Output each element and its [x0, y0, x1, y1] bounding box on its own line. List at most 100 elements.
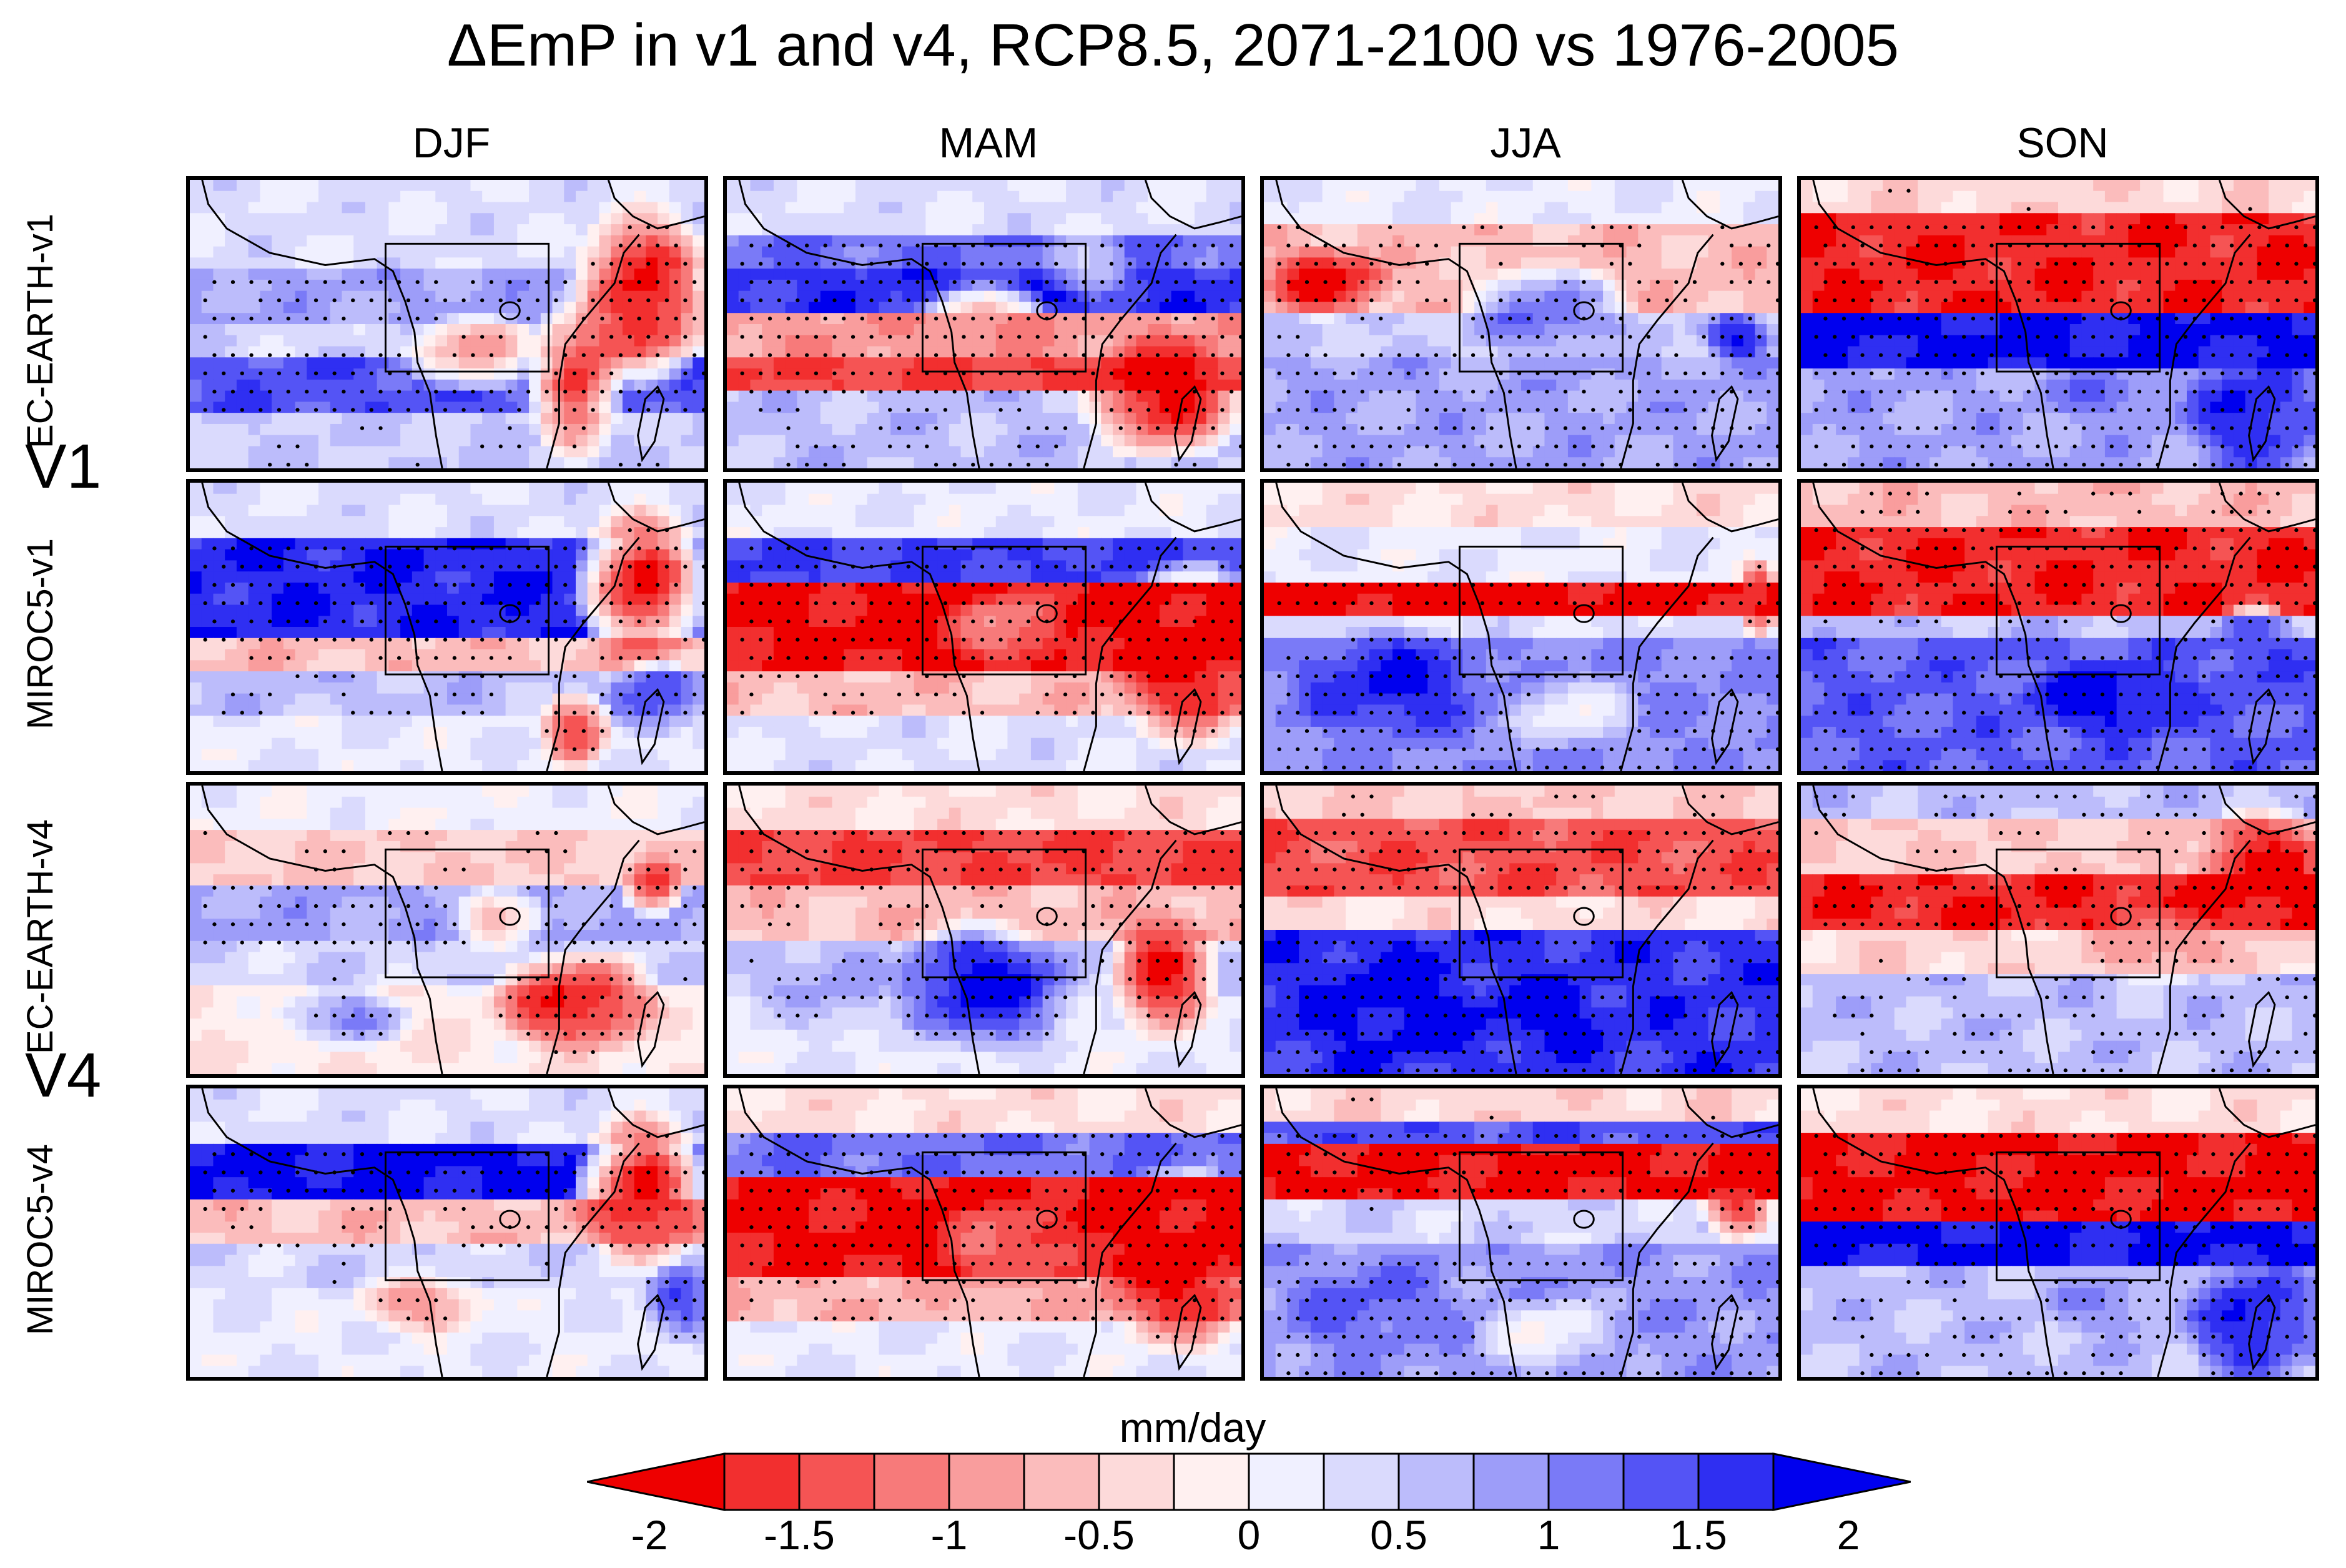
map-cell [738, 402, 751, 413]
map-cell [1230, 402, 1241, 413]
map-cell [2187, 290, 2199, 303]
map-cell [820, 423, 833, 436]
stipple-dot [1045, 353, 1049, 357]
stipple-dot [1211, 353, 1215, 357]
stipple-dot [1379, 244, 1383, 248]
map-cell [902, 202, 915, 214]
map-cell [318, 202, 331, 214]
map-cell [1930, 302, 1942, 313]
map-cell [2046, 213, 2059, 225]
map-cell [1230, 269, 1241, 280]
stipple-dot [740, 371, 744, 376]
map-cell [1894, 235, 1907, 247]
map-cell [797, 390, 809, 402]
stipple-dot [1314, 371, 1318, 376]
map-cell [1439, 457, 1452, 468]
map-cell [809, 213, 821, 225]
map-cell [1812, 302, 1825, 313]
map-cell [1743, 368, 1756, 380]
map-cell [1054, 402, 1067, 413]
map-cell [587, 313, 600, 325]
stipple-dot [1192, 280, 1197, 284]
map-cell [552, 335, 564, 347]
map-cell [342, 202, 354, 214]
stipple-dot [1554, 444, 1559, 449]
map-cell [1812, 313, 1825, 325]
map-cell [1976, 279, 1989, 292]
map-cell [1089, 269, 1102, 280]
map-cell [773, 390, 786, 402]
map-cell [1521, 269, 1534, 280]
stipple-dot [480, 408, 485, 412]
map-cell [937, 423, 950, 436]
map-cell [972, 257, 985, 269]
map-cell [458, 346, 471, 358]
map-cell [458, 269, 471, 280]
map-cell [1230, 390, 1241, 402]
map-cell [1544, 357, 1557, 369]
map-cell [482, 190, 495, 203]
stippling [203, 225, 704, 467]
map-cell [611, 246, 623, 258]
map-cell [1381, 180, 1393, 192]
map-cell [505, 202, 518, 214]
stipple-dot [277, 444, 282, 449]
map-cell [1264, 324, 1276, 336]
map-cell [727, 224, 739, 236]
map-cell [248, 180, 260, 192]
stipple-dot [692, 353, 697, 357]
map-cell [1906, 269, 1918, 280]
map-cell [2198, 235, 2211, 247]
map-cell [1264, 213, 1276, 225]
map-cell [1054, 224, 1067, 236]
map-cell [1369, 324, 1381, 336]
map-cell [1836, 213, 1848, 225]
map-cell [1357, 413, 1370, 425]
map-cell [622, 279, 635, 292]
map-cell [1030, 202, 1043, 214]
stipple-dot [1480, 225, 1485, 230]
map-cell [1906, 235, 1918, 247]
map-cell [611, 224, 623, 236]
chart-title: ΔEmP in v1 and v4, RCP8.5, 2071-2100 vs … [0, 11, 2346, 80]
map-cell [692, 379, 704, 392]
stipple-dot [1471, 353, 1476, 357]
map-cell [1603, 246, 1615, 258]
stipple-dot [1026, 390, 1031, 394]
stipple-dot [369, 371, 373, 376]
map-cell [1732, 290, 1744, 303]
map-cell [587, 190, 600, 203]
stipple-dot [1360, 353, 1364, 357]
map-cell [949, 269, 962, 280]
map-cell [1673, 379, 1685, 392]
map-cell [540, 279, 553, 292]
map-cell [435, 279, 448, 292]
stipple-dot [305, 280, 309, 284]
map-cell [937, 190, 950, 203]
map-cell [248, 235, 260, 247]
map-cell [844, 457, 856, 468]
map-cell [1089, 279, 1102, 292]
map-cell [1218, 446, 1230, 458]
map-cell [330, 446, 343, 458]
map-cell [283, 290, 296, 303]
map-cell [1369, 224, 1381, 236]
map-cell [1930, 357, 1942, 369]
map-cell [1042, 390, 1055, 402]
map-cell [984, 357, 997, 369]
map-cell [925, 190, 938, 203]
map-cell [692, 457, 704, 468]
map-cell [1381, 346, 1393, 358]
map-cell [622, 368, 635, 380]
stipple-dot [397, 317, 402, 321]
map-cell [669, 279, 682, 292]
stipple-dot [1323, 353, 1328, 357]
stipple-dot [1054, 335, 1058, 339]
map-cell [318, 423, 331, 436]
map-cell [576, 235, 588, 247]
map-cell [272, 235, 284, 247]
map-cell [1183, 357, 1195, 369]
map-cell [330, 346, 343, 358]
map-cell [738, 235, 751, 247]
map-cell [2233, 180, 2246, 192]
